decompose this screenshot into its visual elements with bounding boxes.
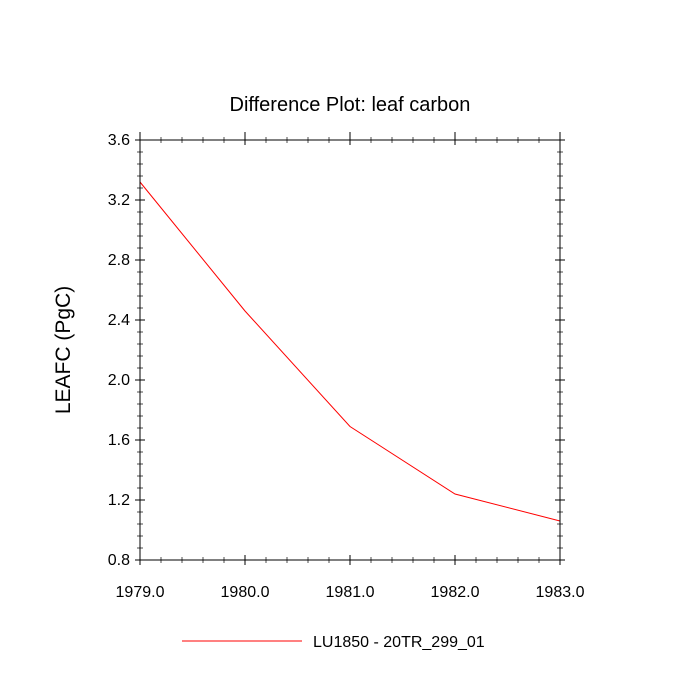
legend-label: LU1850 - 20TR_299_01 <box>313 634 485 651</box>
y-tick-label: 3.6 <box>108 132 130 149</box>
x-tick-label: 1981.0 <box>326 584 375 601</box>
y-tick-label: 2.4 <box>108 312 130 329</box>
y-tick-label: 0.8 <box>108 552 130 569</box>
legend: LU1850 - 20TR_299_01 <box>182 634 485 651</box>
tick-labels: 0.8 1.2 1.6 2.0 2.4 2.8 3.2 3.6 1979.0 1980.0 1981… <box>108 132 585 601</box>
chart-title: Difference Plot: leaf carbon <box>230 94 471 116</box>
y-tick-label: 2.0 <box>108 372 130 389</box>
x-tick-label: 1983.0 <box>536 584 585 601</box>
y-tick-label: 1.6 <box>108 432 130 449</box>
x-tick-label: 1980.0 <box>221 584 270 601</box>
series-layer <box>139 181 561 522</box>
minor-ticks <box>137 137 563 563</box>
y-tick-label: 1.2 <box>108 492 130 509</box>
y-tick-label: 3.2 <box>108 192 130 209</box>
plot-frame <box>139 139 561 561</box>
x-tick-label: 1979.0 <box>116 584 165 601</box>
major-ticks <box>135 132 565 565</box>
x-tick-label: 1982.0 <box>431 584 480 601</box>
y-tick-label: 2.8 <box>108 252 130 269</box>
series-line <box>139 181 561 522</box>
y-axis-label: LEAFC (PgC) <box>52 286 75 414</box>
